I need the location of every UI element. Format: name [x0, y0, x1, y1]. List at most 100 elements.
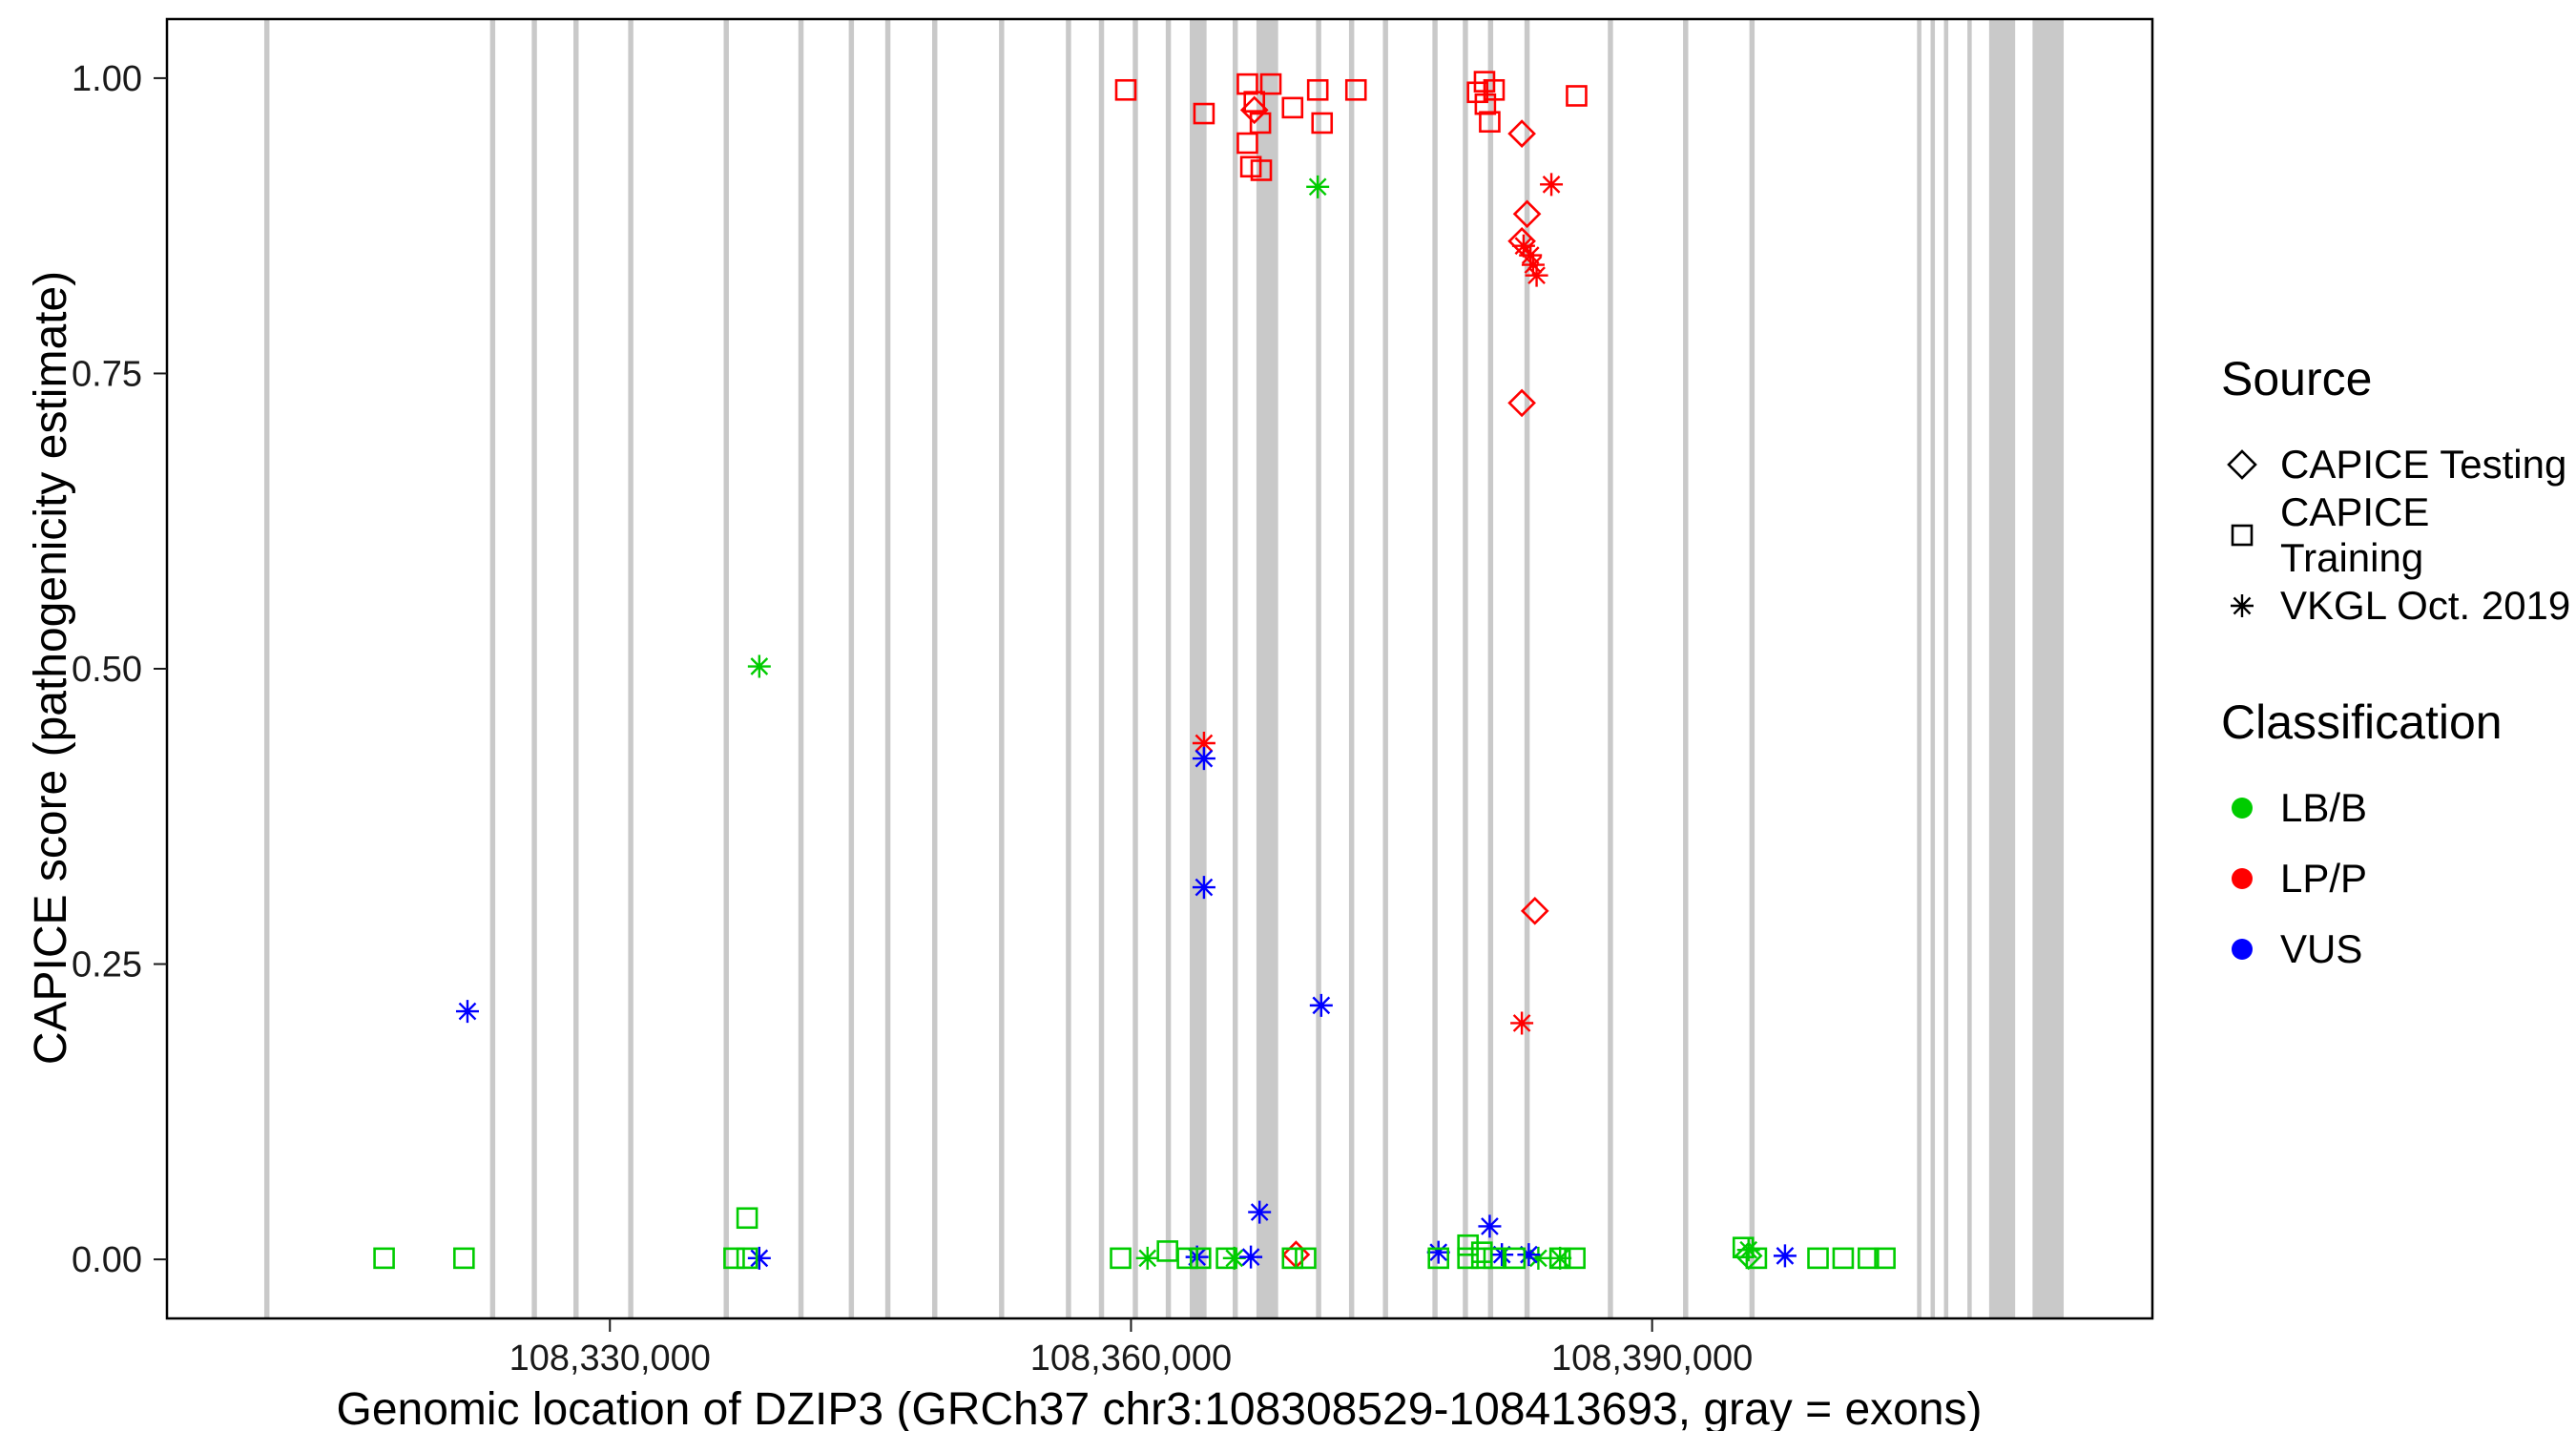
data-point-asterisk [1192, 876, 1215, 900]
exon-band [1988, 19, 2016, 1318]
data-point-square [1457, 1234, 1479, 1256]
legend-item-capice-testing: CAPICE Testing [2221, 429, 2576, 500]
legend-classification-section: Classification LB/B LP/P [2221, 695, 2576, 985]
data-point-asterisk [1510, 1011, 1534, 1035]
blue-dot-icon [2221, 928, 2263, 970]
data-point-square [1832, 1247, 1855, 1270]
data-point-square [1306, 78, 1329, 101]
data-point-asterisk [1773, 1244, 1797, 1268]
exon-band [263, 19, 270, 1318]
exon-band [2032, 19, 2065, 1318]
data-point-asterisk [1248, 1200, 1272, 1224]
data-point-square [373, 1247, 395, 1270]
data-point-asterisk [1525, 263, 1548, 287]
legend-item-lpp: LP/P [2221, 843, 2576, 914]
legend-label-capice-training: CAPICE Training [2280, 489, 2430, 580]
data-point-diamond [1734, 1241, 1763, 1271]
exon-band [1943, 19, 1949, 1318]
data-point-asterisk [1135, 1246, 1159, 1270]
legend-classification-title: Classification [2221, 695, 2503, 749]
data-point-asterisk [1517, 1243, 1541, 1267]
y-axis-title: CAPICE score (pathogenicity estimate) [26, 270, 76, 1066]
data-point-square [1295, 1247, 1317, 1270]
data-point-square [1344, 78, 1367, 101]
data-point-square [1566, 85, 1588, 107]
data-point-asterisk [1222, 1246, 1246, 1270]
data-point-asterisk [1478, 1214, 1502, 1238]
exon-band [1749, 19, 1755, 1318]
data-point-square [1479, 111, 1501, 134]
exon-band [628, 19, 634, 1318]
exon-band [1382, 19, 1388, 1318]
exon-band [1487, 19, 1494, 1318]
data-point-asterisk [1426, 1240, 1450, 1264]
exon-band [1683, 19, 1689, 1318]
data-point-asterisk [455, 1000, 479, 1024]
exon-band [531, 19, 537, 1318]
exon-band [1967, 19, 1972, 1318]
data-point-square [1176, 1247, 1198, 1270]
square-icon [2221, 514, 2263, 556]
legend: Source CAPICE Testing CAPICE Training [2221, 351, 2576, 1038]
data-point-asterisk [1736, 1238, 1760, 1262]
y-tick-label: 1.00 [72, 59, 142, 99]
legend-label-lpp: LP/P [2280, 856, 2368, 901]
legend-item-lbb: LB/B [2221, 773, 2576, 843]
exon-band [1165, 19, 1172, 1318]
data-point-square [1193, 102, 1215, 125]
data-point-square [1311, 112, 1334, 135]
data-point-square [1281, 96, 1304, 119]
data-point-square [1745, 1247, 1768, 1270]
y-tick-label: 0.75 [72, 354, 142, 394]
data-point-square [1483, 1247, 1506, 1270]
data-point-square [1114, 78, 1137, 101]
exon-band [1463, 19, 1468, 1318]
data-point-square [1457, 1247, 1479, 1270]
data-point-asterisk [1521, 253, 1545, 277]
green-dot-icon [2221, 787, 2263, 829]
data-point-square [736, 1247, 758, 1270]
exon-band [1256, 19, 1278, 1318]
exon-band [999, 19, 1005, 1318]
x-tick-label: 108,360,000 [1030, 1338, 1232, 1379]
data-point-square [1110, 1247, 1132, 1270]
exon-band [1524, 19, 1530, 1318]
exon-band [573, 19, 579, 1318]
data-point-asterisk [1306, 175, 1330, 198]
panel-border [165, 17, 2154, 1320]
diamond-icon [2221, 444, 2263, 486]
legend-source-section: Source CAPICE Testing CAPICE Training [2221, 351, 2576, 641]
data-point-asterisk [1490, 1243, 1514, 1267]
data-point-square [1858, 1247, 1880, 1270]
legend-label-capice-testing: CAPICE Testing [2280, 442, 2567, 487]
exon-band [848, 19, 855, 1318]
data-point-square [453, 1247, 475, 1270]
data-point-diamond [1507, 388, 1536, 418]
legend-source-title: Source [2221, 352, 2373, 405]
data-point-diamond [1512, 199, 1542, 229]
exon-band [798, 19, 804, 1318]
data-point-square [723, 1247, 745, 1270]
data-point-asterisk [1540, 173, 1564, 197]
exon-band [1232, 19, 1238, 1318]
data-point-asterisk [1548, 1246, 1572, 1270]
data-point-square [1470, 1247, 1493, 1270]
data-point-square [1259, 73, 1282, 95]
data-point-square [1427, 1247, 1450, 1270]
data-point-asterisk [1192, 747, 1215, 771]
legend-label-lbb: LB/B [2280, 785, 2368, 830]
data-point-asterisk [1192, 732, 1215, 756]
data-point-square [1504, 1247, 1527, 1270]
data-point-diamond [1507, 119, 1536, 148]
data-point-asterisk [1239, 1245, 1263, 1269]
data-point-diamond [1520, 896, 1549, 925]
data-point-square [1564, 1247, 1586, 1270]
exon-band [1917, 19, 1922, 1318]
data-point-square [1250, 159, 1273, 181]
data-point-square [1281, 1247, 1304, 1270]
data-point-square [1249, 112, 1272, 135]
y-tick-label: 0.00 [72, 1240, 142, 1280]
data-point-asterisk [1527, 1246, 1550, 1270]
